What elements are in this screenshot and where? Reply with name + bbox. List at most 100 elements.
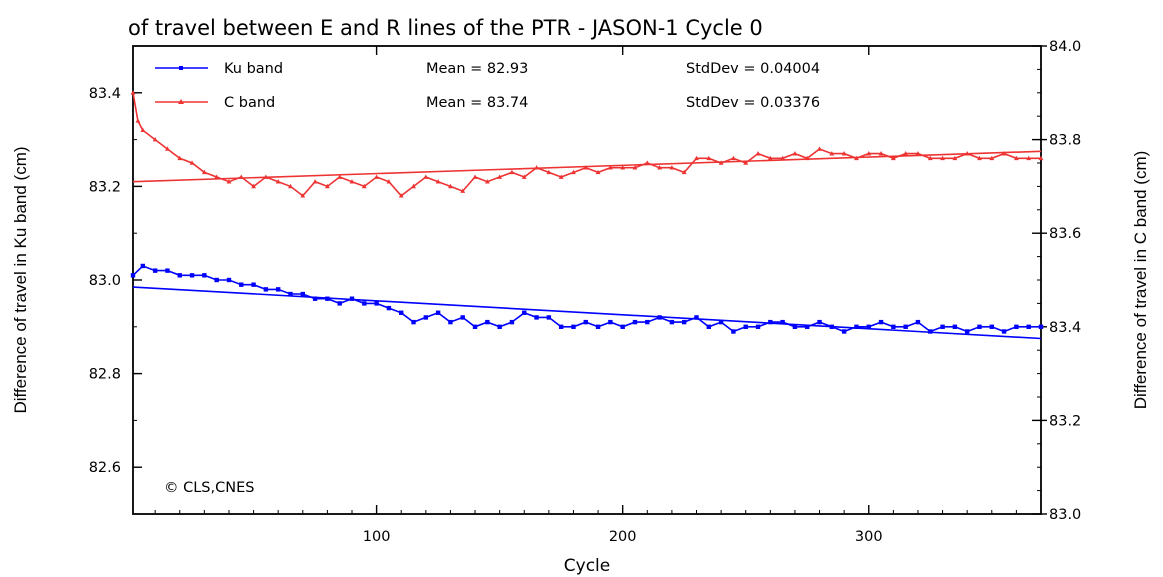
data-point (792, 151, 798, 156)
data-point (202, 273, 207, 278)
tick-labels: 100 200 300 82.6 82.8 83.0 83.2 83.4 83.0 83.2 83.… (89, 39, 1082, 545)
data-point (374, 301, 379, 306)
data-point (607, 165, 613, 170)
data-point (189, 273, 195, 278)
data-point (472, 324, 478, 329)
data-point (608, 319, 613, 325)
legend: Ku band Mean = 82.93 StdDev = 0.04004 C … (155, 61, 820, 111)
y-left-tick-label: 82.6 (89, 460, 121, 476)
data-point (411, 183, 416, 189)
data-point (706, 155, 712, 161)
data-point (165, 268, 170, 273)
x-tick-label: 300 (855, 529, 883, 545)
data-point (263, 174, 269, 179)
data-point (1014, 324, 1019, 329)
data-point (135, 118, 141, 123)
data-point (780, 155, 786, 161)
copyright-annotation: © CLS,CNES (164, 480, 254, 496)
data-point (927, 155, 933, 161)
fit-line-1 (132, 150, 1042, 183)
legend-ku-marker (179, 66, 183, 70)
y-axis-label-left: Difference of travel in Ku band (cm) (11, 146, 30, 413)
data-point (583, 165, 589, 170)
data-point (152, 268, 158, 273)
data-point (1038, 155, 1044, 161)
data-point (854, 324, 859, 329)
data-point (349, 296, 355, 301)
data-point (312, 179, 318, 184)
data-point (964, 329, 970, 334)
data-point (423, 315, 429, 320)
data-point (989, 155, 995, 161)
data-point (977, 324, 982, 329)
data-point (903, 151, 909, 156)
data-point (669, 165, 675, 170)
y-right-tick-label: 83.0 (1049, 507, 1081, 523)
data-point (731, 155, 736, 161)
data-point (571, 324, 576, 329)
data-point (743, 324, 748, 329)
data-point (521, 174, 527, 179)
legend-c-mean: Mean = 83.74 (426, 95, 528, 111)
data-point (915, 319, 921, 325)
data-point (829, 151, 835, 156)
data-point (989, 324, 994, 329)
data-point (952, 324, 958, 329)
data-point (620, 324, 625, 329)
data-point (435, 310, 441, 315)
chart-title: of travel between E and R lines of the P… (128, 16, 763, 40)
data-point (214, 277, 219, 283)
data-point (522, 310, 527, 315)
data-point (743, 160, 749, 165)
data-point (165, 146, 170, 151)
data-point (694, 315, 699, 320)
fit-lines (132, 150, 1042, 340)
data-point (362, 301, 367, 306)
data-point (349, 179, 355, 184)
data-point (497, 174, 503, 179)
data-point (546, 315, 552, 320)
data-point (386, 305, 392, 311)
data-point (595, 169, 601, 175)
legend-c-marker (178, 99, 184, 104)
data-point (263, 287, 269, 292)
y-right-tick-label: 83.2 (1049, 413, 1081, 429)
data-point (398, 193, 404, 198)
data-point (130, 90, 136, 95)
tick-marks (133, 45, 1047, 515)
data-point (288, 291, 293, 297)
y-right-tick-label: 84.0 (1049, 39, 1081, 55)
data-point (484, 179, 490, 184)
data-point (534, 165, 539, 170)
data-point (411, 319, 416, 325)
data-point (1013, 155, 1019, 161)
data-point (1026, 324, 1031, 329)
data-point (632, 165, 638, 170)
data-point (644, 160, 650, 165)
data-point (694, 155, 699, 161)
data-point (251, 183, 256, 189)
data-point (324, 183, 330, 189)
data-point (288, 183, 293, 189)
data-point (657, 315, 662, 320)
data-point (854, 155, 859, 161)
data-point (238, 174, 244, 179)
data-point (300, 193, 306, 198)
data-point (300, 291, 305, 297)
data-point (448, 183, 453, 189)
data-point (374, 174, 380, 179)
data-point (337, 301, 342, 306)
data-point (718, 319, 724, 325)
data-point (645, 319, 650, 325)
data-point (940, 324, 945, 329)
data-point (460, 188, 466, 193)
data-point (312, 296, 318, 301)
data-series (130, 90, 1044, 334)
data-point (866, 151, 872, 156)
data-point (940, 155, 945, 161)
data-point (423, 174, 429, 179)
data-point (1001, 329, 1007, 334)
y-right-tick-label: 83.4 (1049, 320, 1081, 336)
data-point (275, 179, 281, 184)
